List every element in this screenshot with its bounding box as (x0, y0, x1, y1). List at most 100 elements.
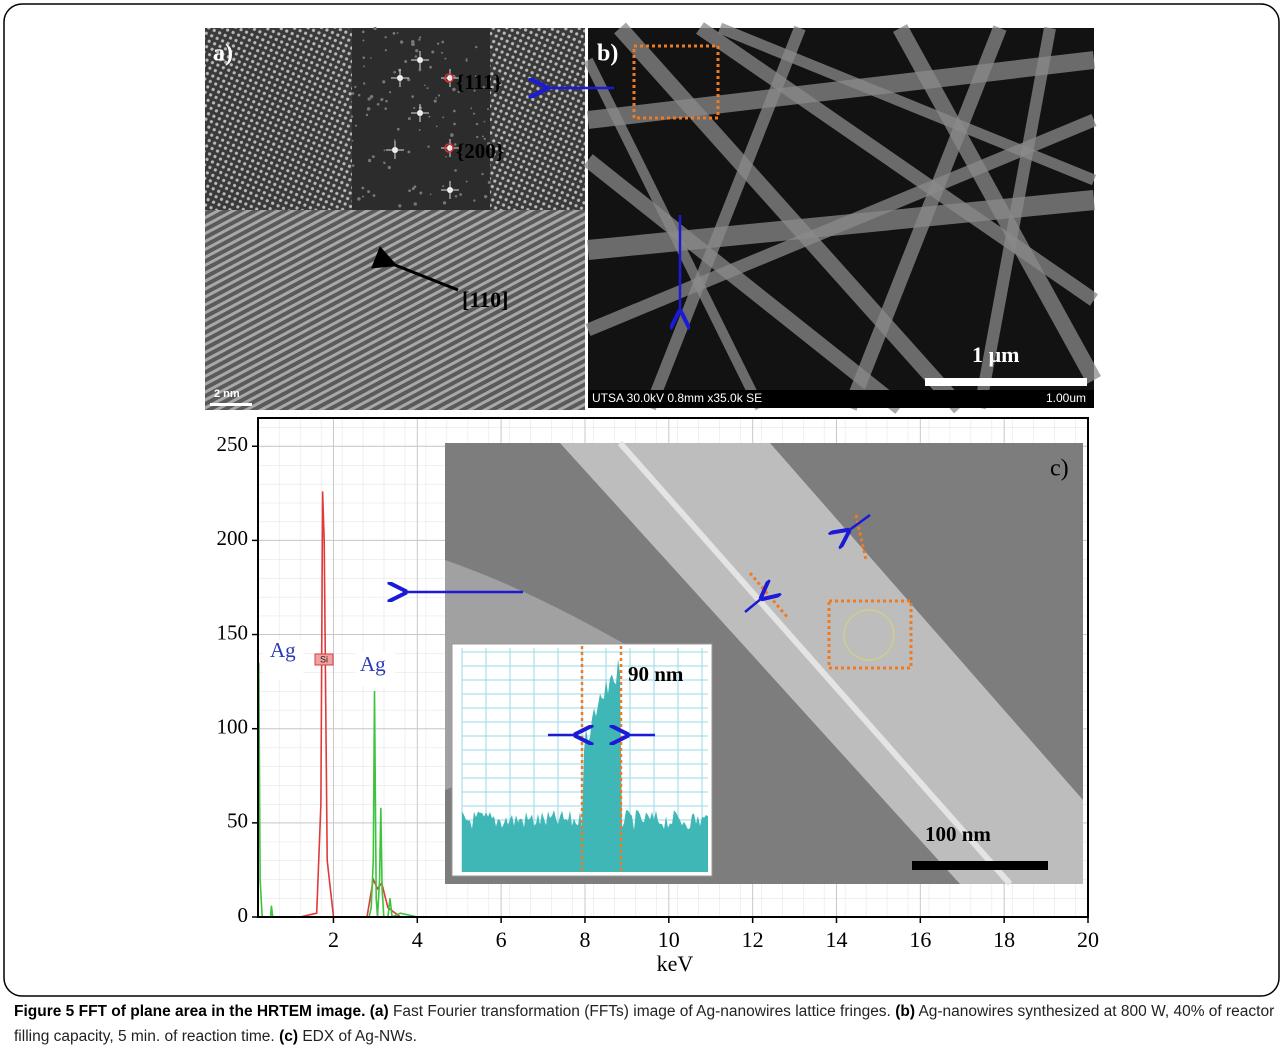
fft-noise (476, 135, 479, 139)
fft-noise (351, 92, 355, 95)
fft-noise (419, 191, 423, 195)
fft-noise (362, 39, 365, 42)
fft-noise (418, 68, 422, 72)
peak-label: Si (320, 654, 328, 664)
select-box (632, 44, 720, 120)
fft-noise (442, 201, 447, 205)
sem-info: 1.00um (1046, 391, 1086, 405)
fft-noise (436, 42, 440, 45)
panel-label: b) (597, 41, 618, 67)
fft-noise (442, 116, 445, 119)
sem-info: UTSA 30.0kV 0.8mm x35.0k SE (592, 391, 762, 405)
peak-label: Ag (360, 652, 386, 676)
fft-noise (354, 124, 358, 127)
fft-star (411, 104, 429, 122)
fft-noise (350, 115, 354, 118)
fft-noise (481, 135, 484, 138)
profile-area (462, 659, 708, 872)
plot-border (257, 417, 1089, 918)
x-tick-label: 16 (909, 927, 931, 952)
nanowire (583, 154, 905, 414)
fft-noise (465, 180, 468, 183)
fft-noise (459, 155, 463, 158)
annotation: {111} (456, 70, 502, 94)
panel-label: c) (1050, 456, 1069, 482)
fft-noise (413, 106, 416, 110)
fft-noise (481, 172, 484, 176)
fft-noise (465, 57, 468, 60)
fft-noise (442, 185, 445, 188)
x-tick-label: 2 (328, 927, 339, 952)
fft-noise (367, 158, 372, 163)
fft-star (386, 141, 404, 159)
fft-noise (362, 56, 366, 59)
fft-noise (431, 50, 435, 54)
fft-noise (424, 84, 426, 87)
fft-noise (369, 95, 374, 99)
caption-text: Fast Fourier transformation (FFTs) image… (392, 1003, 891, 1020)
nanowire-edge (617, 441, 1013, 886)
fft-noise (393, 139, 396, 141)
fft-noise (473, 89, 476, 92)
caption-label: (b) (895, 1003, 915, 1020)
fft-noise (361, 195, 365, 198)
x-axis-label: keV (657, 951, 694, 976)
fft-noise (429, 193, 432, 196)
caption-text: Ag-nanowires synthesized at 800 W, 40% o… (14, 1003, 1275, 1045)
scale-label: 1 µm (972, 342, 1020, 367)
fft-noise (475, 122, 479, 126)
spot-marker (444, 143, 454, 153)
fft-noise (384, 49, 387, 52)
fft-noise (454, 195, 458, 198)
scale-bar (925, 378, 1087, 386)
arrow (744, 598, 762, 613)
fft-noise (367, 97, 371, 101)
fft-noise (351, 139, 354, 142)
label-bg (355, 652, 395, 686)
fft-noise (411, 42, 415, 47)
fft-noise (482, 85, 486, 89)
fft-noise (483, 137, 486, 141)
fft-noise (407, 78, 411, 82)
fft-noise (361, 186, 365, 190)
fft-star (441, 139, 459, 157)
annotation: [110] (462, 287, 508, 312)
fft-noise (407, 117, 411, 121)
annotation: {200} (456, 139, 504, 163)
caption-label: (c) (279, 1028, 299, 1045)
fft-noise (441, 51, 444, 54)
fft-noise (407, 150, 411, 154)
fft-noise (382, 80, 386, 84)
panel-label: a) (213, 41, 233, 67)
fft-star (441, 69, 459, 87)
fft-noise (357, 93, 361, 97)
fft-noise (371, 155, 375, 159)
x-tick-label: 18 (993, 927, 1015, 952)
fft-noise (383, 161, 386, 164)
fft-noise (428, 115, 431, 118)
fft-noise (370, 57, 372, 59)
panels: a) {111} {200} [110] 2 nm b) 1 µm UTSA 30.0kV 0… (205, 22, 1102, 976)
scale-bar (912, 861, 1048, 870)
scale-label: 2 nm (214, 388, 240, 400)
fft-noise (399, 40, 404, 44)
fft-noise (384, 107, 387, 110)
fft-noise (413, 202, 417, 206)
fft-noise (486, 141, 491, 146)
nanowire (843, 25, 1007, 411)
caption: Figure 5 FFT of plane area in the HRTEM … (14, 999, 1276, 1049)
fft-noise (396, 32, 399, 34)
fft-noise (435, 125, 438, 128)
fft-noise (408, 189, 411, 193)
fft-noise (396, 127, 400, 131)
fft-noise (475, 45, 478, 49)
fft-noise (457, 90, 460, 94)
frame (3, 3, 1280, 997)
fft-noise (453, 143, 457, 146)
si-box (314, 653, 334, 666)
fft-noise (483, 120, 486, 123)
width-marker (748, 572, 790, 619)
y-tick-label: 50 (227, 809, 248, 833)
fft-noise (419, 36, 422, 39)
